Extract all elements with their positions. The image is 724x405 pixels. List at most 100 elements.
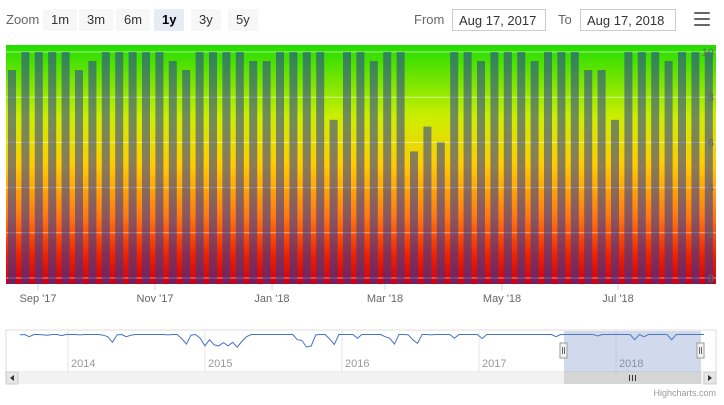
bar[interactable] (477, 61, 485, 284)
to-label: To (558, 12, 572, 27)
navigator-x-label: 2016 (345, 358, 369, 370)
bar[interactable] (88, 61, 97, 284)
bar[interactable] (142, 52, 150, 284)
bar[interactable] (61, 52, 70, 284)
bar[interactable] (637, 52, 646, 284)
navigator-x-labels: 2014 2015 2016 2017 2018 (71, 358, 643, 370)
bar[interactable] (182, 70, 191, 284)
navigator-x-label: 2017 (482, 358, 506, 370)
navigator-frame (5, 329, 717, 373)
bar[interactable] (624, 52, 633, 284)
bar[interactable] (222, 52, 231, 284)
bar[interactable] (356, 52, 365, 284)
bar[interactable] (289, 52, 298, 284)
bar[interactable] (396, 52, 405, 284)
bar-series (8, 52, 713, 284)
from-date-input[interactable]: Aug 17, 2017 (452, 9, 546, 31)
bar[interactable] (570, 52, 579, 284)
zoom-5y-button[interactable]: 5y (228, 9, 258, 31)
bar[interactable] (678, 52, 686, 284)
bar[interactable] (343, 52, 351, 284)
bar[interactable] (155, 52, 164, 284)
bar[interactable] (209, 52, 217, 284)
x-tick-label: May '18 (483, 293, 521, 305)
bar[interactable] (463, 52, 472, 284)
bar[interactable] (383, 52, 392, 284)
bar[interactable] (369, 61, 378, 284)
bar[interactable] (302, 52, 311, 284)
bar[interactable] (316, 52, 325, 284)
bar[interactable] (544, 52, 552, 284)
y-tick-label: 6 (708, 137, 714, 149)
range-selector-toolbar: Zoom 1m 3m 6m 1y 3y 5y From Aug 17, 2017… (0, 0, 724, 40)
bar[interactable] (704, 52, 713, 284)
scroll-right-arrow-icon[interactable] (703, 371, 717, 385)
navigator-right-handle[interactable] (696, 342, 705, 359)
x-tick-label: Sep '17 (20, 293, 57, 305)
zoom-3y-button[interactable]: 3y (191, 9, 221, 31)
x-axis-labels: Sep '17 Nov '17 Jan '18 Mar '18 May '18 Jul '… (20, 284, 634, 305)
bar[interactable] (517, 52, 526, 284)
bar[interactable] (503, 52, 512, 284)
bar[interactable] (235, 52, 244, 284)
bar[interactable] (101, 52, 110, 284)
x-tick-label: Jul '18 (602, 293, 633, 305)
to-date-input[interactable]: Aug 17, 2018 (580, 9, 676, 31)
bar[interactable] (75, 70, 83, 284)
zoom-3m-button[interactable]: 3m (79, 9, 114, 31)
bar[interactable] (410, 151, 418, 284)
navigator-grid (67, 331, 617, 372)
menu-line (694, 24, 710, 26)
bar[interactable] (249, 61, 258, 284)
x-tick-label: Nov '17 (137, 293, 174, 305)
from-label: From (414, 12, 445, 27)
bar[interactable] (8, 70, 16, 284)
scroll-left-arrow-icon[interactable] (5, 371, 19, 385)
zoom-1m-button[interactable]: 1m (43, 9, 78, 31)
bar[interactable] (490, 52, 499, 284)
navigator-left-handle[interactable] (559, 342, 568, 359)
bar[interactable] (597, 70, 606, 284)
navigator-series-line (19, 333, 704, 348)
navigator-selection-mask[interactable] (564, 331, 701, 372)
bar[interactable] (128, 52, 137, 284)
bar[interactable] (276, 52, 284, 284)
bar[interactable] (195, 52, 204, 284)
bar[interactable] (21, 52, 30, 284)
bar[interactable] (423, 126, 432, 284)
scrollbar-track[interactable] (6, 372, 716, 384)
navigator-x-label: 2018 (619, 358, 643, 370)
menu-line (694, 12, 710, 14)
zoom-1y-button[interactable]: 1y (154, 9, 185, 31)
hamburger-menu-icon[interactable] (694, 12, 710, 26)
bar[interactable] (48, 52, 57, 284)
highcharts-credit-link[interactable]: Highcharts.com (653, 388, 716, 398)
bar[interactable] (168, 61, 177, 284)
zoom-6m-button[interactable]: 6m (116, 9, 151, 31)
bar[interactable] (584, 70, 593, 284)
x-tick-label: Mar '18 (367, 293, 403, 305)
bar[interactable] (651, 52, 660, 284)
bar[interactable] (611, 119, 619, 284)
zoom-label: Zoom (6, 12, 40, 27)
bar[interactable] (262, 61, 271, 284)
y-tick-label: 8 (708, 92, 714, 104)
bar[interactable] (329, 119, 338, 284)
scrollbar-grip-icon (629, 375, 636, 381)
navigator-x-label: 2015 (208, 358, 232, 370)
bar[interactable] (664, 61, 673, 284)
bar[interactable] (115, 52, 124, 284)
bar[interactable] (691, 52, 700, 284)
bar[interactable] (450, 52, 459, 284)
menu-line (694, 18, 710, 20)
bar[interactable] (530, 61, 539, 284)
bar[interactable] (436, 142, 445, 284)
y-tick-label: 0 (708, 273, 714, 285)
y-axis-labels: 0 2 4 6 8 10 (702, 47, 714, 285)
bar[interactable] (557, 52, 566, 284)
y-tick-label: 10 (702, 47, 714, 59)
navigator-x-label: 2014 (71, 358, 95, 370)
bar[interactable] (34, 52, 43, 284)
y-tick-label: 4 (708, 183, 714, 195)
